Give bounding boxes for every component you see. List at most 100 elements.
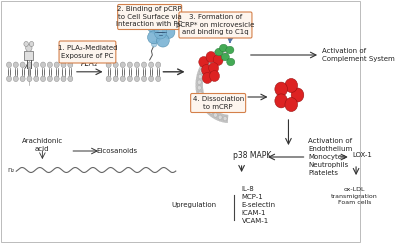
Circle shape	[199, 57, 209, 68]
Polygon shape	[210, 110, 216, 118]
Polygon shape	[199, 67, 206, 73]
Circle shape	[214, 113, 218, 117]
Ellipse shape	[225, 18, 230, 22]
Circle shape	[40, 62, 46, 68]
Circle shape	[6, 62, 12, 68]
Text: IL-8
MCP-1
E-selectin
ICAM-1
VCAM-1: IL-8 MCP-1 E-selectin ICAM-1 VCAM-1	[242, 186, 276, 224]
Polygon shape	[197, 72, 204, 77]
Circle shape	[275, 94, 288, 108]
Ellipse shape	[148, 31, 160, 44]
Ellipse shape	[220, 44, 228, 52]
Polygon shape	[200, 99, 207, 106]
Circle shape	[68, 62, 73, 68]
Polygon shape	[225, 115, 228, 123]
Polygon shape	[196, 75, 204, 79]
Circle shape	[202, 64, 206, 69]
Circle shape	[113, 62, 118, 68]
Circle shape	[206, 52, 216, 62]
Ellipse shape	[220, 20, 225, 24]
Text: LOX-1: LOX-1	[352, 152, 372, 158]
Polygon shape	[198, 95, 205, 101]
Polygon shape	[218, 113, 222, 121]
Polygon shape	[203, 103, 210, 111]
Polygon shape	[206, 55, 213, 63]
Polygon shape	[199, 97, 206, 103]
Text: 4. Dissociation
to mCRP: 4. Dissociation to mCRP	[192, 96, 244, 110]
Text: Activation of
Complement System: Activation of Complement System	[322, 48, 394, 62]
Circle shape	[200, 96, 204, 101]
Ellipse shape	[227, 58, 235, 66]
Ellipse shape	[148, 20, 160, 33]
Circle shape	[40, 76, 46, 82]
Circle shape	[148, 62, 154, 68]
Circle shape	[202, 64, 211, 76]
Circle shape	[291, 88, 304, 102]
Text: Eicosanoids: Eicosanoids	[97, 148, 138, 154]
Circle shape	[120, 76, 125, 82]
Circle shape	[223, 49, 227, 54]
Circle shape	[218, 51, 222, 55]
Circle shape	[106, 62, 111, 68]
Ellipse shape	[226, 46, 234, 54]
Circle shape	[29, 42, 34, 46]
Circle shape	[134, 76, 140, 82]
FancyBboxPatch shape	[24, 51, 33, 60]
Ellipse shape	[157, 34, 169, 47]
Text: n₂: n₂	[7, 167, 14, 173]
Circle shape	[20, 76, 25, 82]
Circle shape	[68, 76, 73, 82]
Polygon shape	[220, 48, 224, 56]
Polygon shape	[197, 93, 204, 98]
Circle shape	[209, 56, 213, 60]
Circle shape	[34, 62, 39, 68]
Polygon shape	[208, 54, 214, 62]
Circle shape	[206, 60, 209, 64]
Polygon shape	[225, 47, 228, 55]
Polygon shape	[196, 78, 203, 82]
Circle shape	[142, 76, 146, 82]
Polygon shape	[208, 108, 214, 116]
Circle shape	[127, 62, 132, 68]
Polygon shape	[210, 52, 216, 60]
Circle shape	[275, 82, 288, 96]
Ellipse shape	[234, 20, 238, 24]
FancyBboxPatch shape	[118, 5, 182, 29]
Polygon shape	[215, 112, 220, 120]
Polygon shape	[213, 111, 218, 119]
Ellipse shape	[215, 48, 223, 56]
Ellipse shape	[230, 18, 234, 22]
Circle shape	[210, 70, 220, 81]
Text: 1. PLA₂-Mediated
Exposure of PC: 1. PLA₂-Mediated Exposure of PC	[58, 45, 117, 59]
Polygon shape	[200, 64, 207, 70]
Polygon shape	[201, 101, 208, 108]
Circle shape	[206, 106, 209, 110]
Text: Arachidonic
acid: Arachidonic acid	[22, 138, 63, 152]
Circle shape	[200, 69, 204, 73]
Circle shape	[223, 116, 227, 121]
Polygon shape	[222, 114, 226, 123]
Polygon shape	[215, 50, 220, 58]
Text: Activation of
Endothelium
Monocytes
Neutrophils
Platelets: Activation of Endothelium Monocytes Neut…	[308, 138, 352, 176]
Ellipse shape	[162, 26, 175, 38]
Polygon shape	[198, 69, 205, 75]
Circle shape	[156, 62, 161, 68]
Circle shape	[197, 80, 201, 84]
Circle shape	[285, 97, 298, 112]
Polygon shape	[220, 114, 224, 122]
Circle shape	[202, 72, 212, 84]
Circle shape	[214, 53, 218, 57]
Ellipse shape	[238, 23, 242, 27]
Circle shape	[20, 62, 25, 68]
Text: ox-LDL
transmigration
Foam cells: ox-LDL transmigration Foam cells	[331, 187, 378, 205]
Circle shape	[34, 76, 39, 82]
Circle shape	[197, 86, 201, 90]
Circle shape	[154, 25, 167, 39]
Circle shape	[113, 76, 118, 82]
Text: 2. Binding of pCRP
to Cell Surface via
Interaction with PC: 2. Binding of pCRP to Cell Surface via I…	[116, 7, 183, 27]
Circle shape	[148, 76, 154, 82]
FancyBboxPatch shape	[191, 94, 246, 113]
Circle shape	[134, 62, 140, 68]
FancyBboxPatch shape	[1, 1, 360, 242]
Circle shape	[213, 54, 223, 66]
Circle shape	[120, 62, 125, 68]
